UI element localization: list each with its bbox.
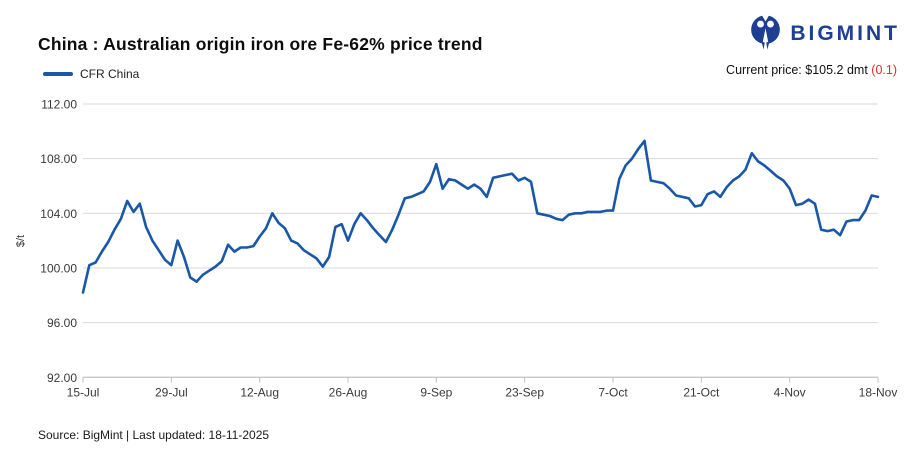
y-tick-label: 104.00 xyxy=(40,207,77,221)
bigmint-logo: BIGMINT xyxy=(747,11,900,57)
legend-swatch xyxy=(43,72,73,76)
price-trend-chart: 112.00 108.00 104.00 100.00 96.00 92.0015-Jul… xyxy=(15,98,898,400)
x-tick-label: 29-Jul xyxy=(155,385,188,399)
x-tick-label: 7-Oct xyxy=(598,385,628,399)
current-price-change: (0.1) xyxy=(871,63,897,77)
legend-label: CFR China xyxy=(80,67,140,81)
x-tick-label: 18-Nov xyxy=(859,385,898,399)
x-tick-label: 12-Aug xyxy=(240,385,279,399)
x-tick-label: 21-Oct xyxy=(683,385,720,399)
current-price: Current price: $105.2 dmt (0.1) xyxy=(726,63,897,77)
y-tick-label: 92.00 xyxy=(47,371,77,385)
y-tick-label: 108.00 xyxy=(40,152,77,166)
current-price-value: $105.2 dmt xyxy=(805,63,868,77)
bigmint-people-icon xyxy=(747,11,784,57)
y-tick-label: 100.00 xyxy=(40,261,77,275)
y-tick-label: 96.00 xyxy=(47,316,77,330)
x-tick-label: 15-Jul xyxy=(67,385,100,399)
x-tick-label: 26-Aug xyxy=(329,385,368,399)
brand-name: BIGMINT xyxy=(790,22,900,45)
x-tick-label: 23-Sep xyxy=(505,385,544,399)
legend-item-cfr-china[interactable]: CFR China xyxy=(43,67,139,81)
y-tick-label: 112.00 xyxy=(41,98,77,112)
source-note: Source: BigMint | Last updated: 18-11-20… xyxy=(38,428,270,442)
x-tick-label: 9-Sep xyxy=(420,385,452,399)
price-line xyxy=(81,139,880,294)
page-title: China : Australian origin iron ore Fe-62… xyxy=(38,34,483,54)
y-axis-title: $/t xyxy=(15,235,27,247)
current-price-label: Current price: xyxy=(726,63,802,77)
x-tick-label: 4-Nov xyxy=(774,385,806,399)
